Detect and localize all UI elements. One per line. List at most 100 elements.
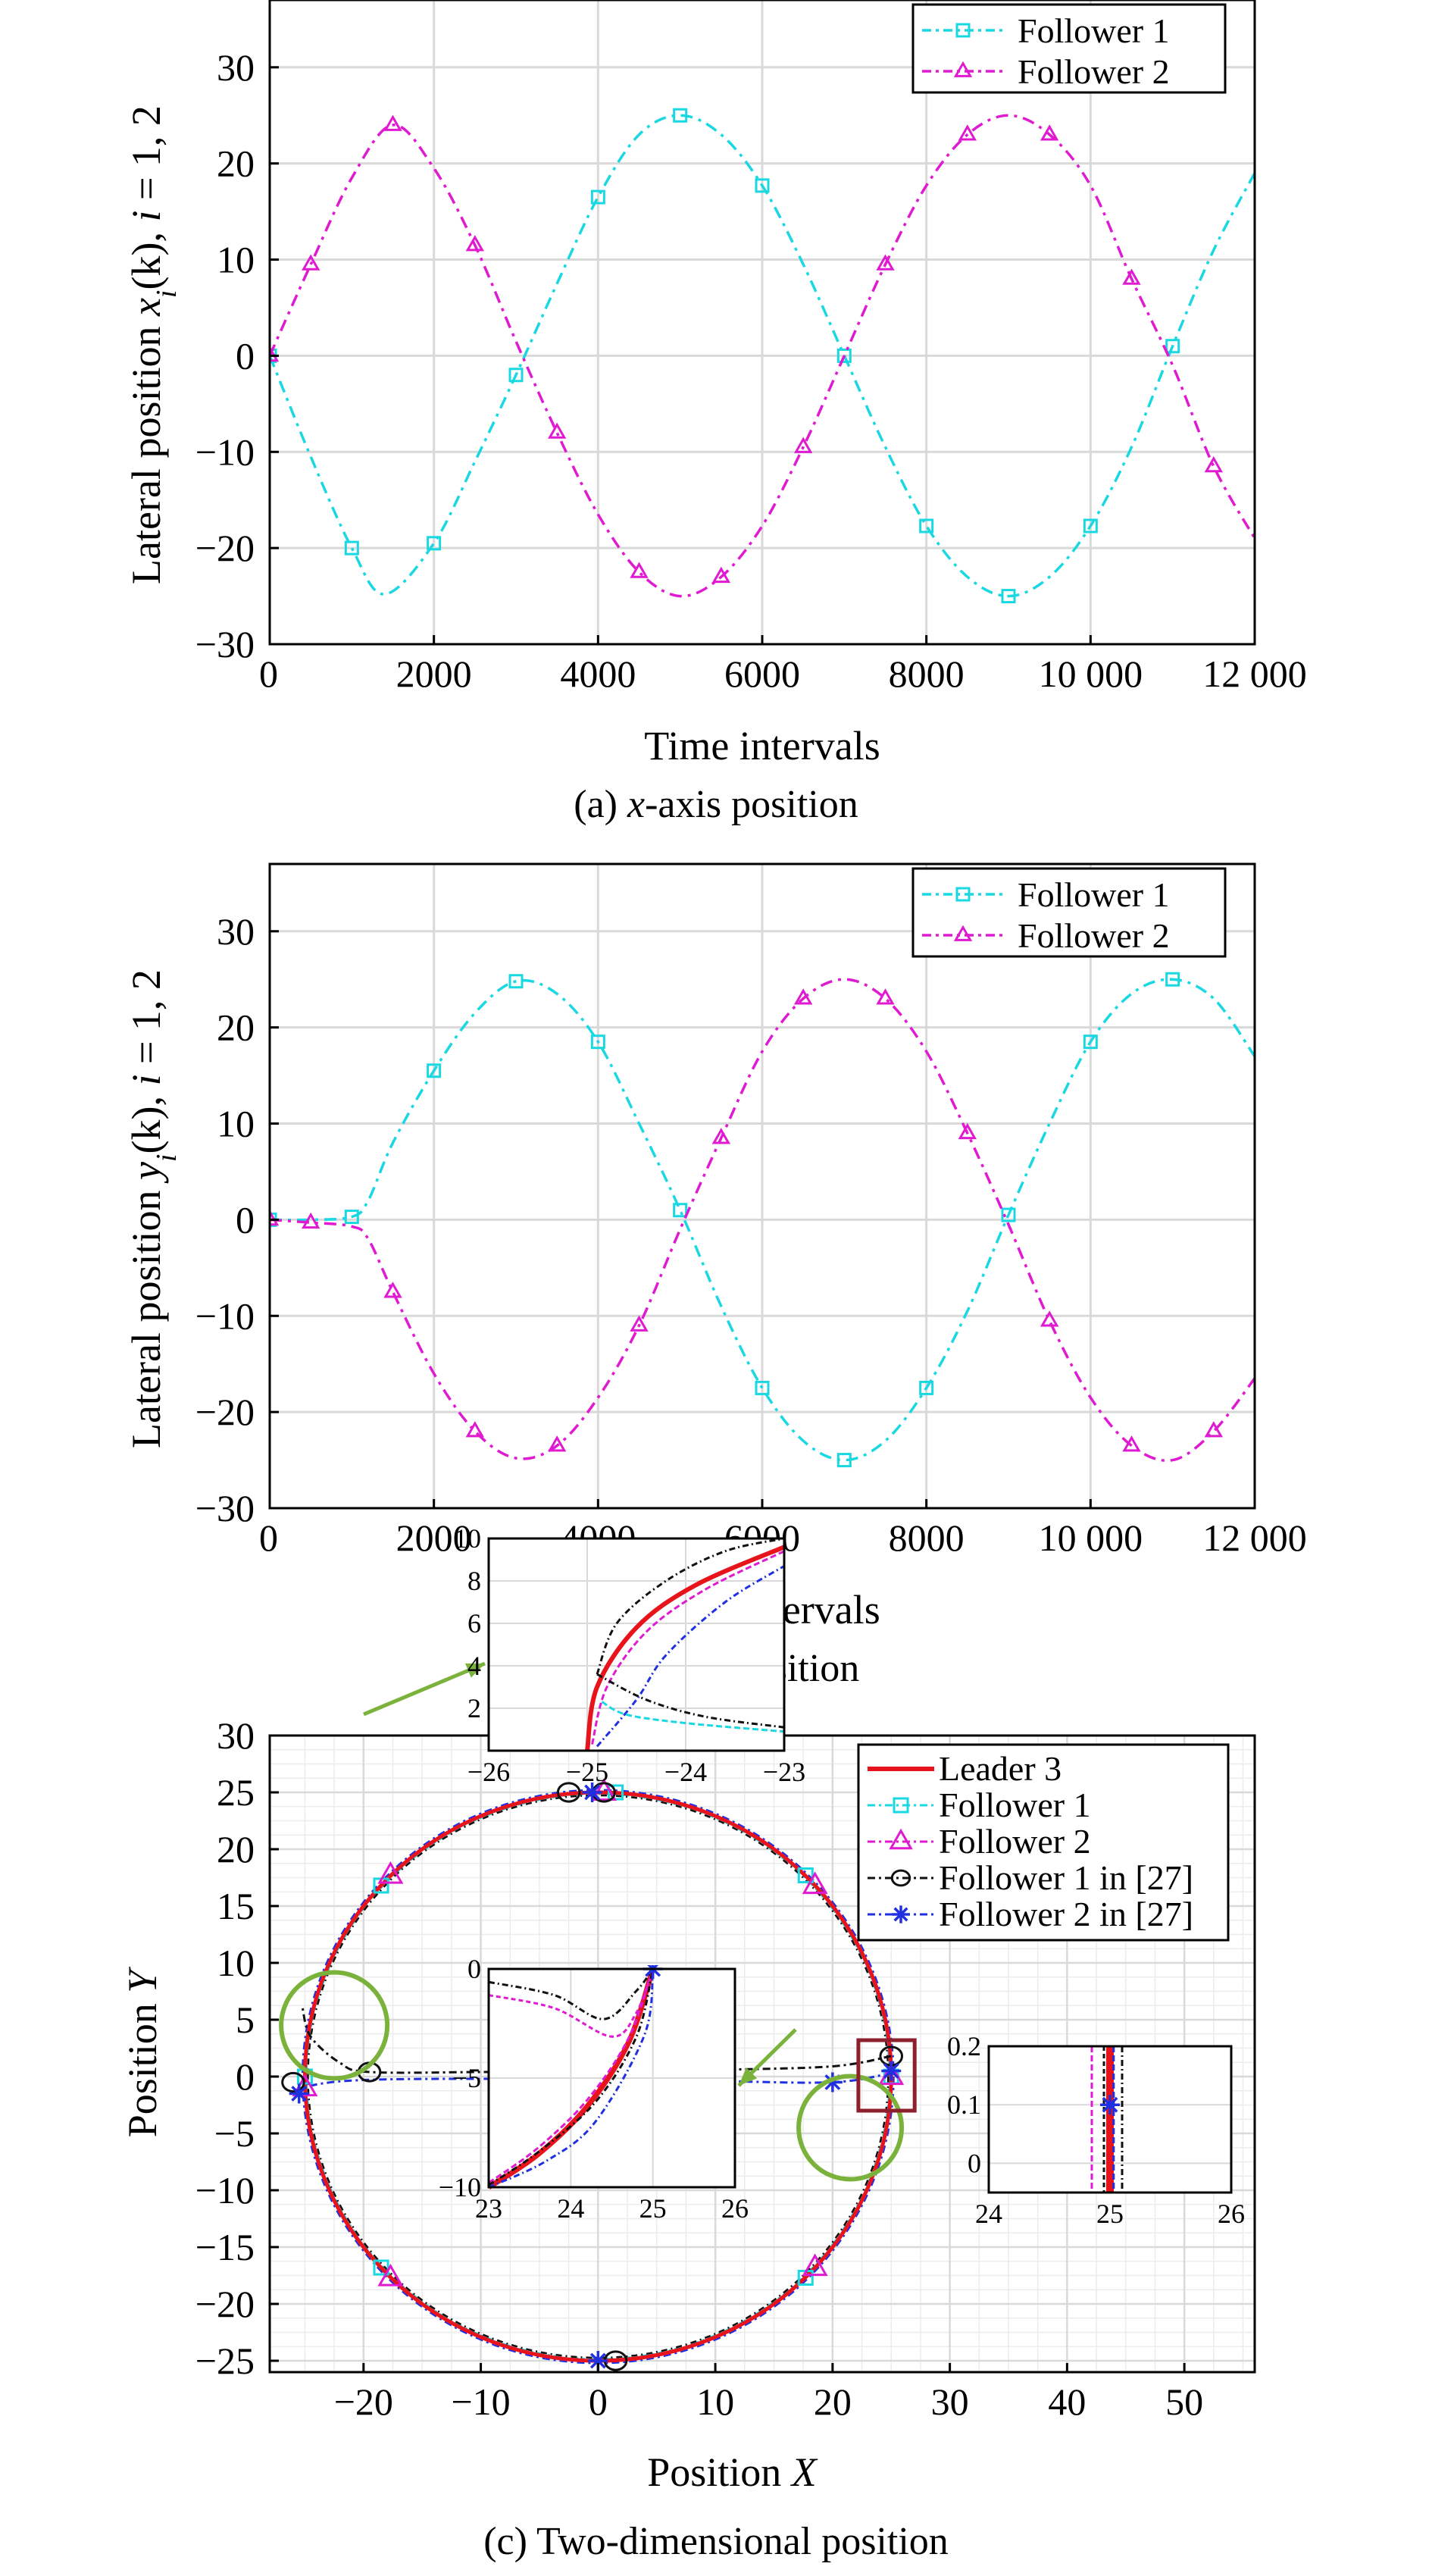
y-axis-label-part: y <box>124 1162 169 1184</box>
x-tick-label: 10 <box>696 2380 734 2423</box>
y-axis-label-part: Lateral position <box>124 316 169 584</box>
star-stroke <box>883 2063 899 2079</box>
series-group <box>281 1778 905 2371</box>
y-tick-label: −15 <box>195 2226 255 2268</box>
y-axis-label: Lateral position yi(k), i = 1, 2 <box>124 969 183 1448</box>
series-group <box>270 972 1255 1468</box>
inset-x-tick-label: 24 <box>975 2199 1002 2229</box>
arrow-shaft <box>363 1661 486 1717</box>
series-2-marker <box>958 124 977 141</box>
inset-series <box>585 1538 786 1751</box>
y-tick-label: 25 <box>217 1771 255 1814</box>
follower2-marker <box>878 2062 905 2086</box>
series-1-marker <box>836 348 852 363</box>
legend-swatch-marker <box>890 1869 911 1887</box>
series-2-marker <box>793 437 813 453</box>
series-2-marker <box>793 988 813 1005</box>
series-1-marker <box>1165 339 1180 354</box>
star-stroke <box>893 1907 908 1922</box>
inset-series <box>1090 2046 1124 2193</box>
y-axis-label-part: Y <box>120 1967 165 1993</box>
inset1-follower1-ref-b <box>596 1673 785 1729</box>
y-axis-label-part: = 1, 2 <box>124 105 169 210</box>
x-axis-label-part: X <box>790 2449 818 2495</box>
y-tick-label: −10 <box>195 2169 255 2211</box>
inset-x-tick-label: 25 <box>1096 2199 1124 2229</box>
x-tick-label: 50 <box>1165 2380 1203 2423</box>
inset2-follower1-ref-b <box>488 1968 655 2186</box>
series-2-marker <box>301 254 320 271</box>
x-tick-label: −10 <box>451 2380 510 2423</box>
series-2-marker <box>876 988 895 1005</box>
panel-caption: (c) Two-dimensional position <box>483 2520 949 2563</box>
y-tick-label: −30 <box>195 1487 255 1529</box>
inset-x-tick-label: 24 <box>557 2193 584 2224</box>
series-1-marker <box>590 1034 605 1050</box>
legend-swatch-marker <box>955 23 971 38</box>
inset-y-tick-label: 10 <box>454 1523 481 1554</box>
x-tick-label: 12 000 <box>1202 1516 1307 1559</box>
follower2-marker <box>591 1778 618 1801</box>
x-tick-label: 8000 <box>889 653 965 695</box>
x-tick-label: 0 <box>259 653 278 695</box>
y-tick-label: −30 <box>195 623 255 665</box>
follower2-marker <box>377 1861 404 1884</box>
legend-label: Follower 1 in [27] <box>939 1858 1193 1897</box>
y-axis-label-part: x <box>124 298 169 317</box>
follower1-ref-marker <box>281 2071 305 2093</box>
x-tick-label: 2000 <box>396 1516 472 1559</box>
inset-frame <box>487 1537 786 1752</box>
x-tick-label: 10 000 <box>1039 1516 1143 1559</box>
y-axis-label-part: i <box>151 290 183 299</box>
y-tick-label: 30 <box>217 910 255 953</box>
follower1-marker <box>373 2259 389 2276</box>
follower2-marker <box>802 1871 828 1895</box>
legend-label: Follower 1 <box>1018 875 1170 914</box>
series-2-marker <box>547 422 567 439</box>
series-1-marker <box>919 518 934 534</box>
series-1-marker <box>919 1380 934 1395</box>
series-2-marker <box>301 1212 320 1229</box>
series-2-marker <box>630 1315 649 1332</box>
zoom-box <box>856 2038 917 2113</box>
series-2-marker <box>270 1209 280 1226</box>
series-1-marker <box>1165 972 1180 987</box>
legend-label: Leader 3 <box>939 1749 1061 1788</box>
series-line-1 <box>270 114 1255 598</box>
inset-x-tick-label: 26 <box>1218 2199 1245 2229</box>
inset-y-tick-label: 0.1 <box>947 2089 981 2120</box>
inset-frame-top <box>987 2045 1233 2194</box>
series-line-2 <box>270 978 1255 1462</box>
y-axis-label-part: (k), <box>124 222 169 290</box>
inset1-leader <box>585 1545 786 1751</box>
follower2-ref-marker <box>289 2083 309 2104</box>
x-tick-label: 6000 <box>724 653 800 695</box>
series-line-1 <box>270 978 1255 1462</box>
series-2-marker <box>383 114 402 131</box>
series-1-marker <box>1001 1207 1016 1222</box>
series-2-marker <box>465 1421 485 1438</box>
inset2-follower2-arc <box>488 1968 655 2038</box>
follower1-marker <box>797 1867 814 1883</box>
series-2-marker <box>383 1282 402 1298</box>
inset-inset3: 24 25 26 0 0.1 0.2 <box>947 2031 1245 2229</box>
x-tick-label: 20 <box>814 2380 852 2423</box>
inset-y-tick-label: 0 <box>467 1954 481 1984</box>
inset-y-tick-label: 2 <box>467 1693 481 1723</box>
series-2-marker <box>1204 455 1224 473</box>
x-tick-label: −20 <box>334 2380 393 2423</box>
follower2-ref-marker <box>881 2061 902 2081</box>
legend-swatch-marker <box>889 1828 913 1850</box>
series-1-marker <box>673 108 688 123</box>
x-tick-label: 4000 <box>560 653 636 695</box>
series-2-marker <box>547 1435 567 1452</box>
series-2-marker <box>270 345 280 362</box>
series-2-marker <box>465 235 485 252</box>
inset3-star <box>1100 2095 1120 2115</box>
legend-swatch-marker <box>953 61 973 77</box>
follower2-marker <box>377 2263 404 2286</box>
y-tick-label: −10 <box>195 1294 255 1337</box>
y-axis-label-part: i <box>124 1075 169 1086</box>
